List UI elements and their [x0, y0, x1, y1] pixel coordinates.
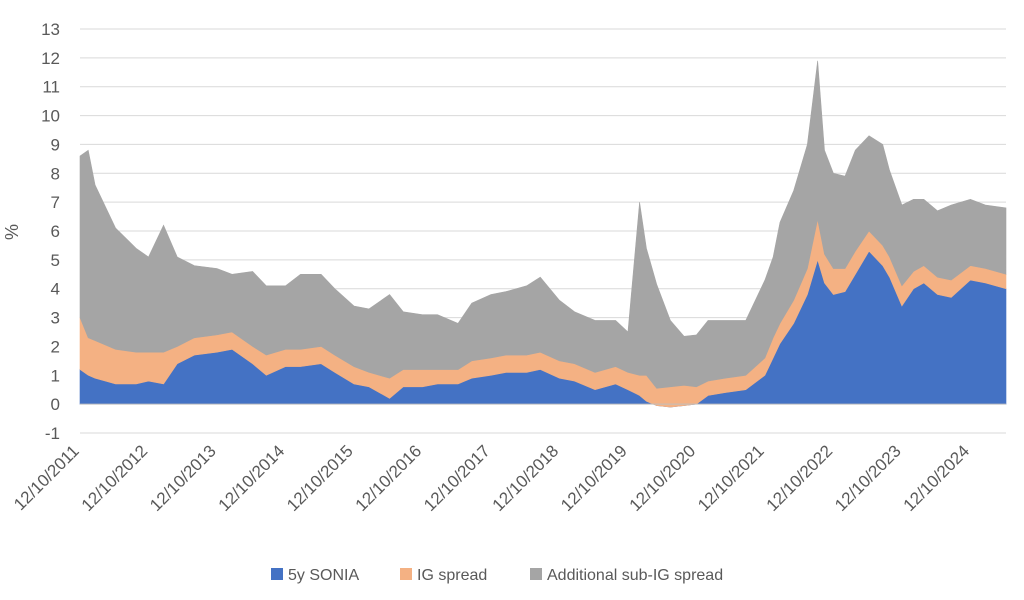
legend-swatch	[400, 568, 412, 580]
legend-label: IG spread	[417, 567, 487, 584]
x-tick-label: 12/10/2015	[283, 441, 357, 515]
legend-label: Additional sub-IG spread	[547, 567, 723, 584]
y-tick-label: 13	[41, 20, 60, 39]
y-tick-label: 9	[51, 135, 60, 154]
x-axis-tick-labels: 12/10/201112/10/201212/10/201312/10/2014…	[10, 441, 973, 515]
x-tick-label: 12/10/2018	[489, 441, 563, 515]
area-series-3	[79, 60, 1007, 389]
y-tick-label: 8	[51, 164, 60, 183]
y-tick-label: 2	[51, 337, 60, 356]
x-tick-label: 12/10/2017	[420, 441, 494, 515]
legend: 5y SONIA IG spread Additional sub-IG sprea…	[271, 567, 723, 584]
plot-area	[79, 60, 1007, 408]
x-tick-label: 12/10/2021	[694, 441, 768, 515]
x-tick-label: 12/10/2011	[10, 441, 83, 514]
x-tick-label: 12/10/2013	[146, 441, 220, 515]
x-tick-label: 12/10/2019	[557, 441, 631, 515]
x-tick-label: 12/10/2023	[831, 441, 905, 515]
legend-label: 5y SONIA	[288, 567, 359, 584]
x-tick-label: 12/10/2020	[626, 441, 700, 515]
x-tick-label: 12/10/2012	[78, 441, 152, 515]
y-tick-label: 7	[51, 193, 60, 212]
x-tick-label: 12/10/2014	[215, 441, 289, 515]
y-axis-title: %	[2, 224, 22, 240]
y-tick-label: 4	[51, 280, 60, 299]
x-tick-label: 12/10/2016	[352, 441, 426, 515]
y-tick-label: 10	[41, 107, 60, 126]
y-tick-label: 5	[51, 251, 60, 270]
x-tick-label: 12/10/2024	[900, 441, 974, 515]
legend-swatch	[530, 568, 542, 580]
y-tick-label: 6	[51, 222, 60, 241]
y-tick-label: 3	[51, 309, 60, 328]
y-tick-label: 1	[51, 366, 60, 385]
y-tick-label: 12	[41, 49, 60, 68]
y-tick-label: 0	[51, 395, 60, 414]
y-tick-label: 11	[42, 78, 60, 97]
x-tick-label: 12/10/2022	[763, 441, 837, 515]
legend-swatch	[271, 568, 283, 580]
y-tick-label: -1	[45, 424, 60, 443]
